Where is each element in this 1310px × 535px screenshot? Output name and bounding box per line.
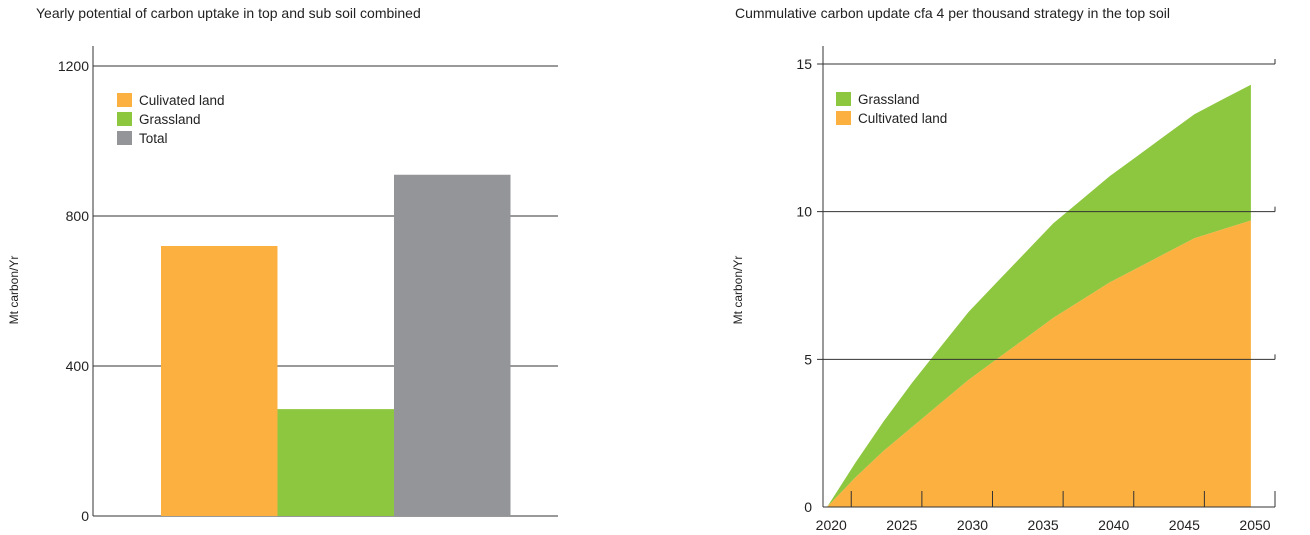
area-legend-swatch: [836, 111, 851, 125]
bar-legend-swatch: [117, 131, 132, 145]
area-x-tick-label: 2040: [1098, 517, 1129, 533]
area-series-grassland: [827, 84, 1251, 507]
area-legend-label: Grassland: [858, 92, 920, 107]
area-x-tick-label: 2035: [1028, 517, 1059, 533]
area-x-tick-label: 2020: [816, 517, 847, 533]
area-y-tick-label: 10: [796, 204, 812, 220]
bar-legend-label: Culivated land: [139, 93, 225, 108]
bar-legend-label: Grassland: [139, 112, 201, 127]
bar-chart-legend: Culivated land Grassland Total: [117, 93, 225, 146]
bar-y-tick-label: 800: [66, 208, 90, 224]
area-legend-swatch: [836, 92, 851, 106]
area-chart-gridlines: [817, 59, 1276, 360]
bar-legend-swatch: [117, 93, 132, 107]
bar-culivated-land: [161, 246, 278, 516]
area-y-tick-label: 0: [804, 499, 812, 515]
area-chart-title: Cummulative carbon update cfa 4 per thou…: [735, 5, 1170, 21]
bar-chart-y-label: Mt carbon/Yr: [7, 256, 21, 325]
bar-legend-label: Total: [139, 131, 168, 146]
bar-grassland: [277, 409, 394, 516]
area-y-tick-label: 15: [796, 56, 812, 72]
area-series-cultivated-land: [827, 220, 1251, 507]
area-chart-series: [827, 84, 1251, 507]
bar-y-tick-label: 1200: [58, 58, 89, 74]
area-chart: Cummulative carbon update cfa 4 per thou…: [731, 5, 1276, 533]
bar-legend-swatch: [117, 112, 132, 126]
bar-chart-title: Yearly potential of carbon uptake in top…: [36, 5, 421, 21]
bar-chart-y-ticks: 0 400 800 1200: [58, 58, 89, 524]
area-y-tick-label: 5: [804, 351, 812, 367]
area-chart-y-ticks: 0 5 10 15: [796, 56, 812, 515]
bar-chart: Yearly potential of carbon uptake in top…: [7, 5, 558, 524]
bar-chart-bars: [161, 174, 511, 516]
bar-total: [394, 174, 511, 516]
area-x-tick-label: 2030: [957, 517, 988, 533]
area-x-tick-label: 2045: [1169, 517, 1200, 533]
area-legend-label: Cultivated land: [858, 111, 947, 126]
area-chart-legend: Grassland Cultivated land: [836, 92, 947, 126]
area-x-tick-label: 2050: [1239, 517, 1270, 533]
bar-y-tick-label: 0: [81, 508, 89, 524]
area-x-tick-label: 2025: [886, 517, 917, 533]
area-chart-x-ticks: 2020 2025 2030 2035 2040 2045 2050: [816, 491, 1276, 533]
bar-y-tick-label: 400: [66, 358, 90, 374]
area-chart-y-label: Mt carbon/Yr: [731, 256, 745, 325]
